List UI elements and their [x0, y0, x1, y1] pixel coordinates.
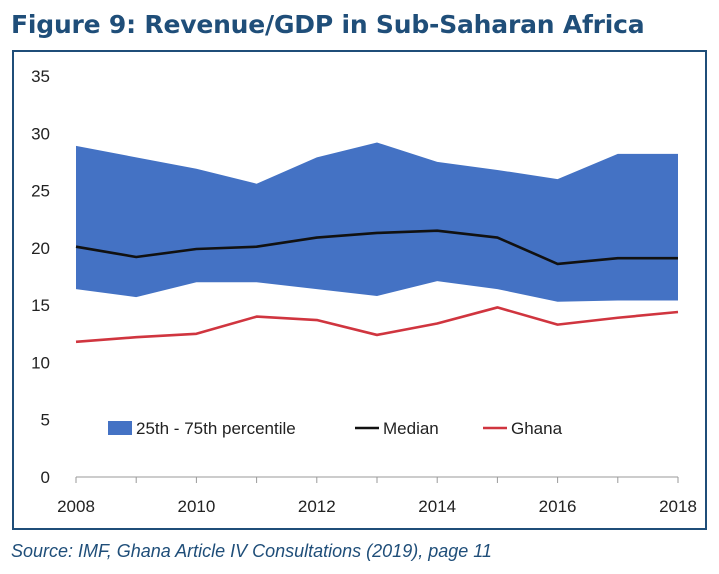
legend-item: Ghana: [483, 419, 563, 438]
legend-band-swatch: [108, 421, 132, 435]
y-tick-label: 10: [31, 353, 50, 372]
y-tick-label: 5: [41, 411, 50, 430]
figure-title: Figure 9: Revenue/GDP in Sub-Saharan Afr…: [11, 10, 645, 39]
x-tick-label: 2016: [539, 497, 577, 516]
legend-item: Median: [355, 419, 439, 438]
y-tick-label: 15: [31, 296, 50, 315]
legend-label: Ghana: [511, 419, 563, 438]
x-tick-label: 2010: [177, 497, 215, 516]
source-note: Source: IMF, Ghana Article IV Consultati…: [11, 541, 492, 561]
x-tick-label: 2012: [298, 497, 336, 516]
y-tick-label: 0: [41, 468, 50, 487]
median-line: [75, 229, 678, 266]
legend-item: 25th - 75th percentile: [108, 419, 296, 438]
percentile-band-area: [76, 142, 678, 302]
y-tick-label: 20: [31, 239, 50, 258]
y-tick-label: 25: [31, 182, 50, 201]
ghana-line: [75, 306, 679, 344]
y-tick-label: 30: [31, 124, 50, 143]
legend-label: 25th - 75th percentile: [136, 419, 296, 438]
chart-frame: [12, 50, 707, 530]
x-tick-label: 2018: [659, 497, 697, 516]
x-tick-label: 2014: [418, 497, 456, 516]
legend-label: Median: [383, 419, 439, 438]
x-tick-label: 2008: [57, 497, 95, 516]
y-tick-label: 35: [31, 67, 50, 86]
